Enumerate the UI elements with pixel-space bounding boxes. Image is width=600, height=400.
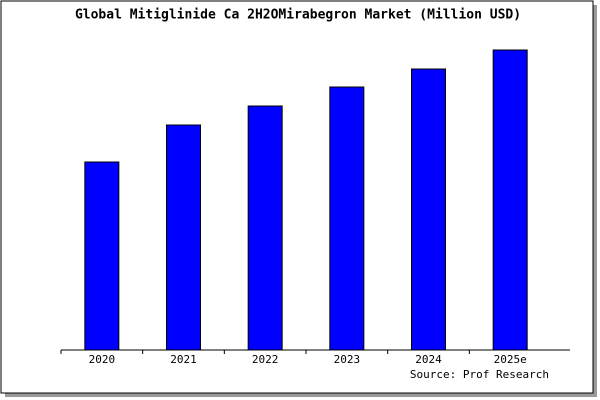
x-tick-label: 2022 <box>252 353 279 366</box>
bar <box>247 105 283 351</box>
x-tick-label: 2025e <box>494 353 527 366</box>
x-tick-label: 2023 <box>334 353 361 366</box>
bar <box>166 124 201 351</box>
source: Source: Prof Research <box>410 368 549 381</box>
x-tick-label: 2020 <box>89 353 116 366</box>
bar <box>84 161 120 351</box>
bar <box>492 49 528 351</box>
x-tick-label: 2024 <box>415 353 442 366</box>
bar <box>411 68 446 351</box>
bar <box>329 86 365 351</box>
x-tick-label: 2021 <box>170 353 197 366</box>
chart-title: Global Mitiglinide Ca 2H2OMirabegron Mar… <box>75 8 521 23</box>
